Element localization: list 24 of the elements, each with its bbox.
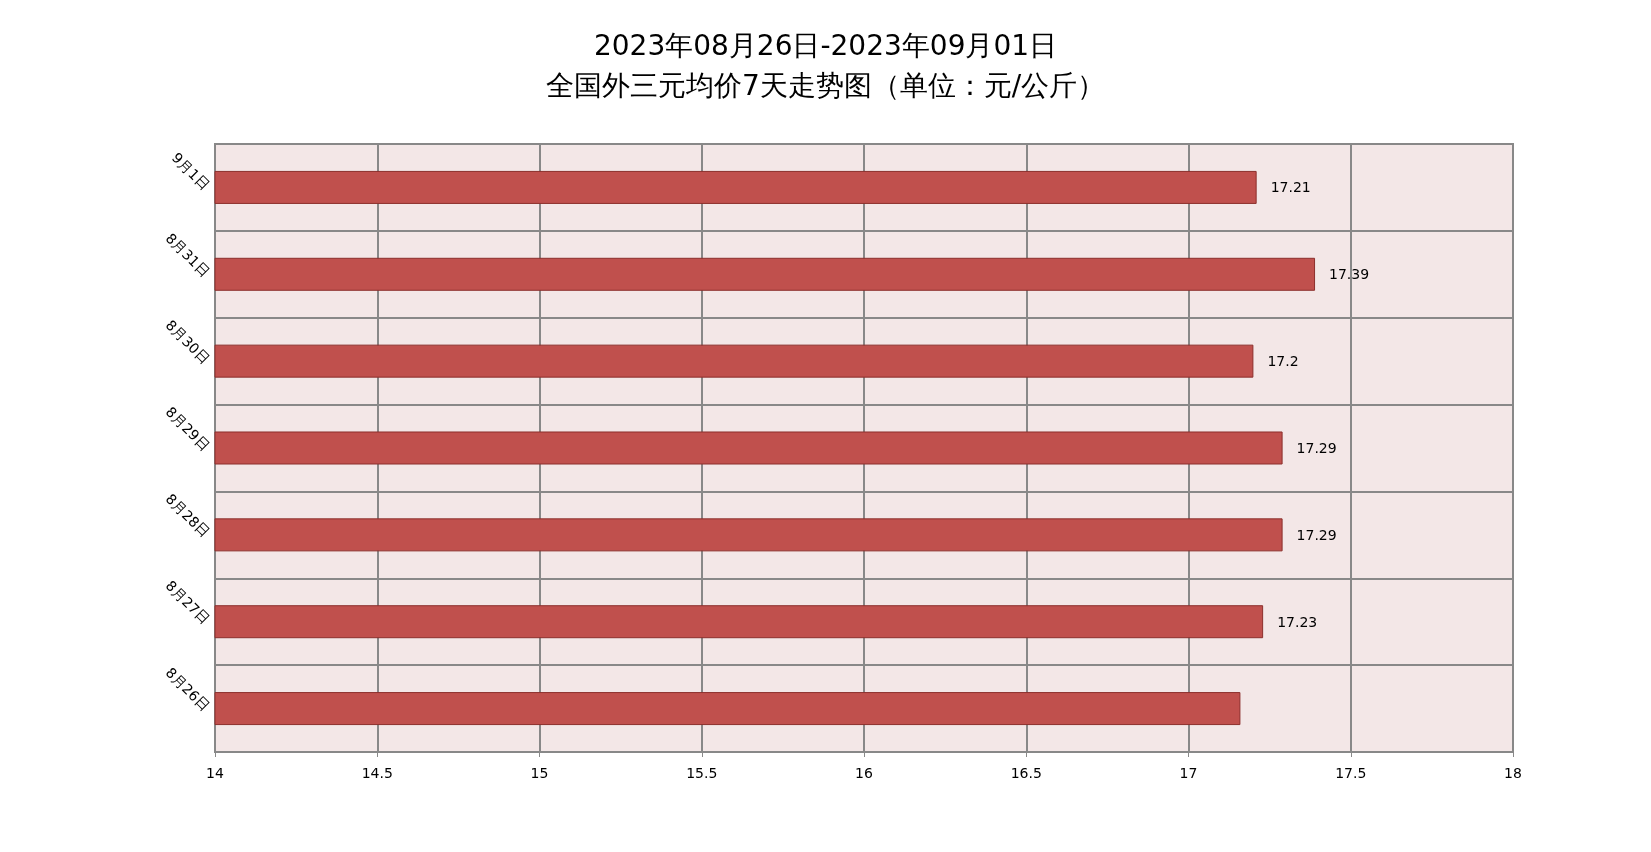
x-tick-label: 14 xyxy=(206,765,224,781)
y-tick-label: 8月26日 xyxy=(162,664,213,715)
data-label: 17.23 xyxy=(1277,613,1318,630)
y-tick-label: 9月1日 xyxy=(168,149,213,194)
y-tick-label: 8月27日 xyxy=(162,577,213,628)
x-tick-label: 17 xyxy=(1179,765,1198,781)
x-tick-label: 15.5 xyxy=(686,765,718,781)
data-label: 17.39 xyxy=(1329,266,1370,283)
y-tick-label: 8月28日 xyxy=(162,490,213,541)
chart-title: 2023年08月26日-2023年09月01日 xyxy=(593,28,1058,62)
data-label: 17.2 xyxy=(1267,353,1299,370)
x-tick-label: 14.5 xyxy=(361,765,393,781)
data-label: 17.21 xyxy=(1270,179,1311,196)
y-tick-label: 8月29日 xyxy=(162,403,213,454)
x-tick-label: 15 xyxy=(530,765,549,781)
y-tick-label: 8月30日 xyxy=(162,316,213,367)
y-tick-label: 8月31日 xyxy=(162,229,213,280)
x-tick-label: 16.5 xyxy=(1010,765,1042,781)
x-tick-label: 16 xyxy=(855,765,873,781)
x-tick-label: 17.5 xyxy=(1335,765,1367,781)
data-label: 17.29 xyxy=(1296,526,1337,543)
x-tick-label: 18 xyxy=(1504,765,1522,781)
chart-subtitle: 全国外三元均价7天走势图（单位：元/公斤） xyxy=(545,68,1106,102)
data-label: 17.29 xyxy=(1296,440,1337,456)
